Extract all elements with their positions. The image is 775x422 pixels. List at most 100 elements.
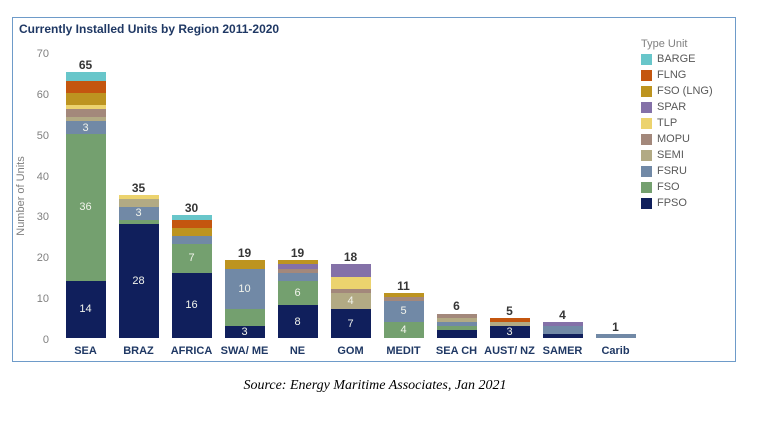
bar-segment-fpso[interactable]: 7: [330, 309, 371, 338]
bar-segment-flng[interactable]: [171, 219, 212, 228]
bar-segment-fso-lng-[interactable]: [171, 227, 212, 236]
bar-segment-fpso[interactable]: 16: [171, 272, 212, 338]
bar-segment-fsru[interactable]: [542, 325, 583, 334]
bar-segment-mopu[interactable]: [330, 288, 371, 294]
segment-value-label: 8: [294, 315, 301, 328]
bar-total-label: 6: [453, 299, 460, 314]
bar-segment-mopu[interactable]: [277, 268, 318, 273]
x-axis-label: GOM: [337, 345, 364, 357]
bar-segment-semi[interactable]: [489, 321, 530, 326]
bar-segment-tlp[interactable]: [330, 276, 371, 289]
legend-items: BARGE FLNG FSO (LNG) SPAR TLP MOPU SEMI FSRU FSO…: [641, 53, 713, 209]
bar-segment-spar[interactable]: [277, 264, 318, 269]
y-tick-label: 60: [36, 88, 49, 101]
bar-total-label: 18: [343, 250, 358, 265]
x-axis-label: SAMER: [542, 345, 583, 357]
bar-segment-semi[interactable]: 4: [330, 293, 371, 310]
bar-segment-fso[interactable]: 4: [383, 321, 424, 338]
source-note: Source: Energy Maritime Associates, Jan …: [243, 378, 507, 393]
x-axis-label: Carib: [601, 345, 630, 357]
segment-value-label: 4: [347, 295, 354, 308]
legend-item-fpso[interactable]: FPSO: [641, 197, 713, 209]
segment-value-label: 6: [294, 287, 301, 300]
bar-total-label: 11: [397, 279, 410, 294]
y-tick-label: 30: [36, 211, 49, 224]
segment-value-label: 16: [185, 299, 198, 312]
bar-segment-fpso[interactable]: [542, 333, 583, 338]
bar-segment-fso[interactable]: [118, 219, 159, 224]
bar-segment-tlp[interactable]: [65, 105, 106, 110]
bar-segment-flng[interactable]: [489, 317, 530, 322]
bar-segment-semi[interactable]: [436, 317, 477, 322]
bar-segment-fpso[interactable]: 3: [489, 325, 530, 338]
legend-item-spar[interactable]: SPAR: [641, 101, 713, 113]
legend-item-barge[interactable]: BARGE: [641, 53, 713, 65]
bar-segment-semi[interactable]: [118, 199, 159, 208]
legend-item-label: BARGE: [657, 53, 696, 65]
bar-segment-fso[interactable]: [224, 309, 265, 326]
bar-segment-fsru[interactable]: [595, 333, 636, 338]
bar-segment-fso[interactable]: 6: [277, 280, 318, 306]
legend-item-fso[interactable]: FSO: [641, 181, 713, 193]
bar-segment-fso-lng-[interactable]: [277, 260, 318, 265]
bar-segment-fsru[interactable]: [436, 321, 477, 326]
bar-segment-semi[interactable]: [65, 117, 106, 122]
bar-segment-fso-lng-[interactable]: [383, 293, 424, 298]
bar-segment-fso-lng-[interactable]: [65, 92, 106, 106]
bar-total-label: 1: [612, 319, 619, 334]
legend-item-fsru[interactable]: FSRU: [641, 165, 713, 177]
y-tick-label: 20: [36, 252, 49, 265]
bar-segment-fsru[interactable]: [171, 235, 212, 245]
legend-item-semi[interactable]: SEMI: [641, 149, 713, 161]
bar-segment-spar[interactable]: [330, 264, 371, 277]
bar-segment-fpso[interactable]: 3: [224, 325, 265, 338]
segment-value-label: 10: [238, 282, 251, 295]
legend-swatch: [641, 53, 652, 65]
bar-segment-fso[interactable]: [436, 325, 477, 330]
legend-item-label: SPAR: [657, 101, 687, 113]
bar-segment-fpso[interactable]: 28: [118, 223, 159, 338]
legend-item-label: FSO: [657, 181, 680, 193]
bar-segment-fso[interactable]: 36: [65, 133, 106, 281]
bar-segment-fsru[interactable]: 5: [383, 301, 424, 322]
bar-segment-fpso[interactable]: 14: [65, 280, 106, 338]
x-axis-label: SWA/ ME: [220, 345, 269, 357]
legend-swatch: [641, 149, 652, 161]
bar-segment-fsru[interactable]: 3: [65, 121, 106, 134]
legend-item-mopu[interactable]: MOPU: [641, 133, 713, 145]
legend-item-fso-lng-[interactable]: FSO (LNG): [641, 85, 713, 97]
bar-segment-fpso[interactable]: [436, 329, 477, 338]
segment-value-label: 4: [400, 323, 407, 336]
x-axis-label: SEA CH: [435, 345, 478, 357]
bar-segment-fpso[interactable]: 8: [277, 305, 318, 338]
bar-segment-fso-lng-[interactable]: [224, 260, 265, 269]
segment-value-label: 7: [188, 252, 195, 265]
bar-total-label: 65: [78, 58, 93, 73]
bar-segment-spar[interactable]: [542, 321, 583, 326]
legend-swatch: [641, 117, 652, 129]
y-tick-label: 50: [36, 129, 49, 142]
y-tick-label: 40: [36, 170, 49, 183]
bar-segment-mopu[interactable]: [436, 313, 477, 318]
bar-total-label: 19: [237, 246, 252, 261]
legend-item-label: SEMI: [657, 149, 684, 161]
bar-total-label: 30: [184, 201, 199, 216]
legend-item-flng[interactable]: FLNG: [641, 69, 713, 81]
bar-segment-barge[interactable]: [171, 215, 212, 220]
bar-segment-mopu[interactable]: [383, 297, 424, 302]
bar-segment-fsru[interactable]: 10: [224, 268, 265, 310]
segment-value-label: 36: [79, 201, 92, 214]
bar-segment-barge[interactable]: [65, 72, 106, 81]
bar-segment-fsru[interactable]: 3: [118, 207, 159, 220]
bar-segment-tlp[interactable]: [118, 195, 159, 200]
bar-segment-fso[interactable]: 7: [171, 244, 212, 273]
chart-title: Currently Installed Units by Region 2011…: [19, 22, 280, 36]
segment-value-label: 3: [135, 207, 142, 220]
bar-segment-flng[interactable]: [65, 80, 106, 93]
legend-item-tlp[interactable]: TLP: [641, 117, 713, 129]
bar-segment-mopu[interactable]: [65, 109, 106, 118]
x-axis-label: BRAZ: [123, 345, 154, 357]
x-axis-label: SEA: [74, 345, 97, 357]
legend-item-label: TLP: [657, 117, 678, 129]
bar-segment-fsru[interactable]: [277, 272, 318, 281]
